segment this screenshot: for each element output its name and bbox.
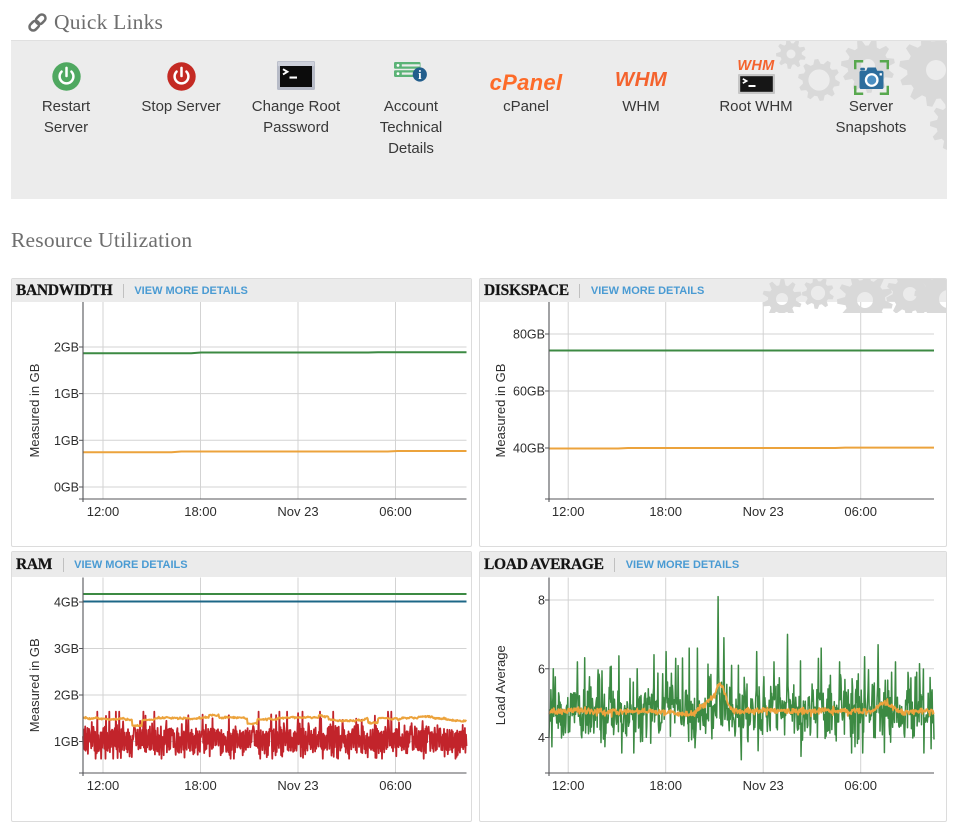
svg-text:8: 8	[538, 594, 545, 608]
svg-text:1GB: 1GB	[54, 387, 79, 401]
svg-text:12:00: 12:00	[87, 504, 120, 519]
svg-text:1GB: 1GB	[54, 434, 79, 448]
svg-text:06:00: 06:00	[844, 504, 877, 519]
svg-text:80GB: 80GB	[513, 328, 545, 342]
svg-text:06:00: 06:00	[379, 504, 412, 519]
svg-text:6: 6	[538, 662, 545, 676]
svg-text:4GB: 4GB	[54, 596, 79, 610]
svg-text:0GB: 0GB	[54, 481, 79, 495]
svg-text:06:00: 06:00	[379, 778, 412, 793]
svg-text:Nov 23: Nov 23	[743, 504, 784, 519]
svg-text:06:00: 06:00	[844, 778, 877, 793]
svg-text:12:00: 12:00	[552, 504, 585, 519]
svg-text:Load Average: Load Average	[493, 645, 508, 725]
svg-text:12:00: 12:00	[552, 778, 585, 793]
svg-text:4: 4	[538, 731, 545, 745]
svg-text:i: i	[418, 68, 422, 82]
svg-text:12:00: 12:00	[87, 778, 120, 793]
svg-text:Nov 23: Nov 23	[743, 778, 784, 793]
svg-text:60GB: 60GB	[513, 385, 545, 399]
svg-text:18:00: 18:00	[649, 504, 682, 519]
svg-text:cPanel: cPanel	[490, 71, 563, 95]
svg-text:Measured in GB: Measured in GB	[493, 364, 508, 458]
svg-text:18:00: 18:00	[184, 504, 217, 519]
svg-text:WHM: WHM	[615, 71, 668, 88]
svg-text:Nov 23: Nov 23	[277, 778, 318, 793]
svg-text:2GB: 2GB	[54, 689, 79, 703]
svg-text:Nov 23: Nov 23	[277, 504, 318, 519]
svg-text:1GB: 1GB	[54, 735, 79, 749]
svg-text:3GB: 3GB	[54, 642, 79, 656]
svg-text:18:00: 18:00	[184, 778, 217, 793]
svg-text:40GB: 40GB	[513, 442, 545, 456]
svg-text:Measured in GB: Measured in GB	[27, 638, 42, 732]
svg-text:WHM: WHM	[737, 58, 775, 71]
svg-text:Measured in GB: Measured in GB	[27, 364, 42, 458]
svg-text:18:00: 18:00	[649, 778, 682, 793]
svg-text:2GB: 2GB	[54, 341, 79, 355]
